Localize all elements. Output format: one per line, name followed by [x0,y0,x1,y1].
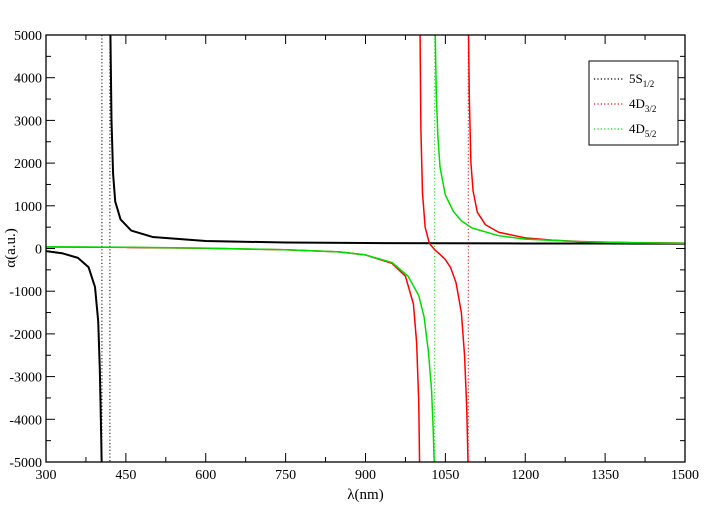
legend-label-subscript: 5/2 [645,129,657,139]
legend-label-base: 4D [629,121,645,136]
y-tick-label: -2000 [9,328,42,343]
y-tick-label: 2000 [14,157,42,172]
legend-label: 4D5/2 [629,121,656,139]
legend-label: 5S1/2 [629,71,654,89]
y-tick-label: 4000 [14,72,42,87]
x-tick-label: 750 [275,468,296,483]
x-axis-label: λ(nm) [347,487,383,503]
x-tick-label: 1500 [671,468,699,483]
y-axis-label: α(a.u.) [3,228,19,268]
y-tick-label: -3000 [9,371,42,386]
y-tick-label: -1000 [9,285,42,300]
x-tick-label: 600 [195,468,216,483]
y-tick-label: 5000 [14,29,42,44]
legend-label-base: 4D [629,96,645,111]
legend-label-subscript: 1/2 [643,79,655,89]
x-tick-label: 900 [355,468,376,483]
legend-box [588,60,679,146]
axis-ticks: 300 450 600 750 900 1050 1200 1350 1500 -5000 -400… [9,29,699,483]
y-tick-label: 1000 [14,200,42,215]
legend-label-subscript: 3/2 [645,104,657,114]
y-tick-label: -5000 [9,456,42,471]
series-lines [46,35,685,462]
legend-label: 4D3/2 [629,96,656,114]
x-tick-label: 300 [36,468,57,483]
x-tick-label: 450 [115,468,136,483]
series-line [434,35,685,245]
x-tick-label: 1200 [511,468,539,483]
x-tick-label: 1350 [591,468,619,483]
series-line [419,35,469,462]
x-tick-label: 1050 [431,468,459,483]
legend-label-base: 5S [629,71,643,86]
series-line [46,246,435,462]
y-tick-label: 3000 [14,114,42,129]
y-tick-label: 0 [35,243,42,258]
y-tick-label: -4000 [9,413,42,428]
series-line [109,35,685,245]
series-line [46,250,103,462]
